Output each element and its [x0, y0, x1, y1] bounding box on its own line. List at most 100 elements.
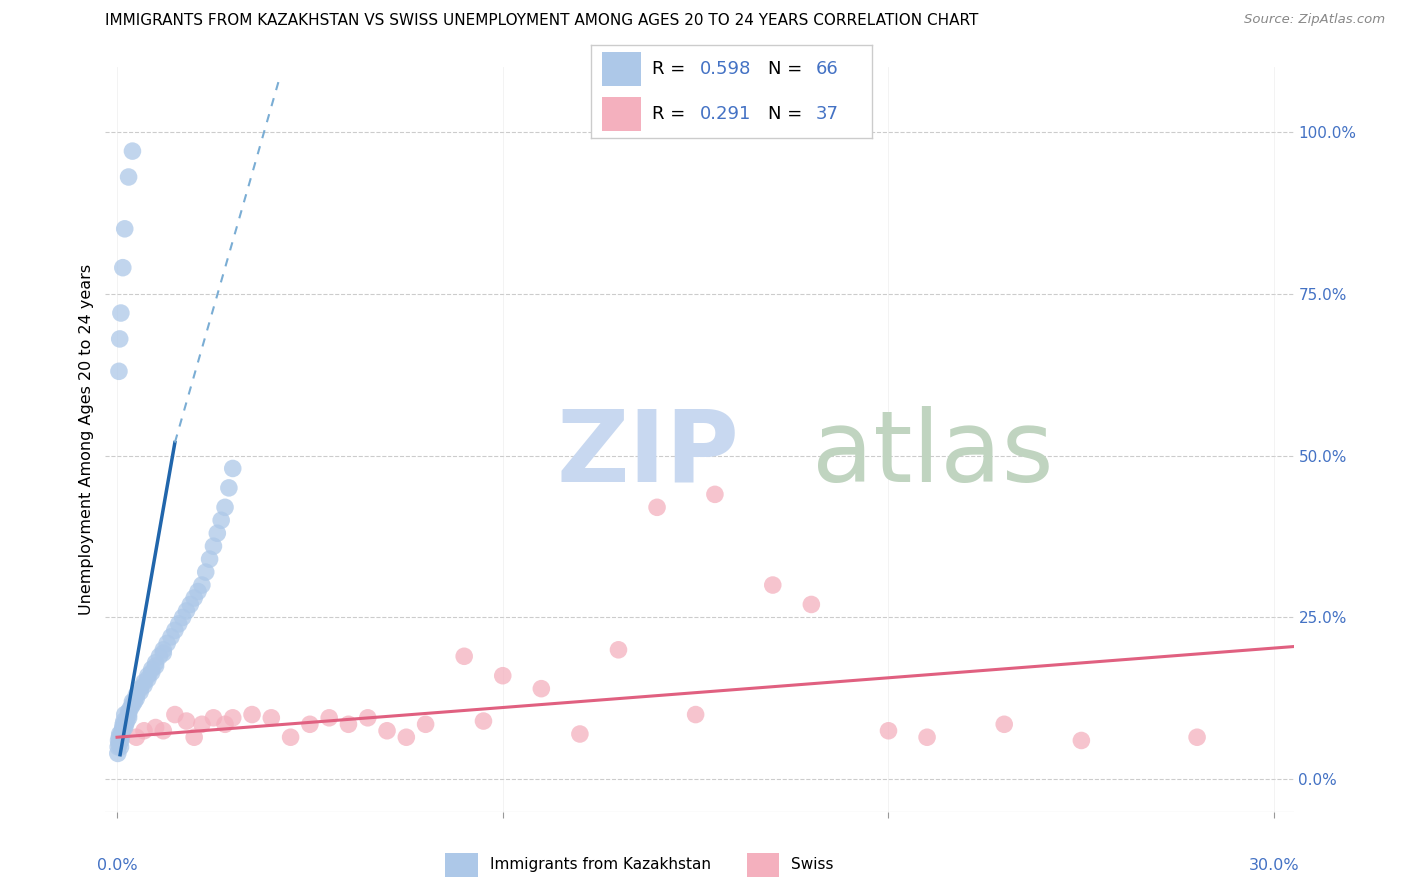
- Point: [357, 711, 380, 725]
- Text: N =: N =: [768, 105, 807, 123]
- Point: [114, 222, 136, 236]
- Point: [114, 717, 136, 731]
- Point: [492, 669, 515, 683]
- Point: [214, 717, 236, 731]
- Point: [172, 610, 194, 624]
- Point: [136, 672, 159, 686]
- Point: [453, 649, 475, 664]
- Point: [568, 727, 591, 741]
- Point: [121, 144, 143, 158]
- Point: [156, 636, 179, 650]
- Point: [152, 723, 174, 738]
- Point: [108, 727, 131, 741]
- Point: [800, 598, 823, 612]
- Text: R =: R =: [652, 60, 692, 78]
- Point: [121, 695, 143, 709]
- Point: [152, 646, 174, 660]
- Text: Swiss: Swiss: [790, 857, 834, 872]
- Point: [111, 727, 134, 741]
- Text: 0.598: 0.598: [700, 60, 752, 78]
- Point: [191, 578, 214, 592]
- Point: [222, 711, 245, 725]
- Point: [318, 711, 340, 725]
- Text: 0.0%: 0.0%: [97, 858, 138, 873]
- Point: [117, 704, 139, 718]
- Point: [110, 733, 132, 747]
- Point: [108, 332, 131, 346]
- Point: [136, 669, 159, 683]
- Point: [117, 169, 139, 184]
- Point: [108, 364, 131, 378]
- Point: [194, 565, 217, 579]
- Point: [337, 717, 360, 731]
- Point: [114, 721, 136, 735]
- Point: [132, 678, 155, 692]
- Point: [993, 717, 1015, 731]
- Point: [762, 578, 785, 592]
- Point: [117, 707, 139, 722]
- Point: [145, 656, 167, 670]
- FancyBboxPatch shape: [602, 97, 641, 131]
- Text: 37: 37: [815, 105, 838, 123]
- Point: [110, 739, 132, 754]
- Point: [218, 481, 240, 495]
- Point: [645, 500, 668, 515]
- Point: [125, 691, 148, 706]
- Text: ZIP: ZIP: [557, 406, 740, 503]
- Point: [141, 662, 163, 676]
- Point: [915, 730, 938, 744]
- Text: IMMIGRANTS FROM KAZAKHSTAN VS SWISS UNEMPLOYMENT AMONG AGES 20 TO 24 YEARS CORRE: IMMIGRANTS FROM KAZAKHSTAN VS SWISS UNEM…: [105, 13, 979, 29]
- Point: [191, 717, 214, 731]
- Text: N =: N =: [768, 60, 807, 78]
- Point: [124, 695, 146, 709]
- Point: [415, 717, 437, 731]
- Point: [114, 707, 136, 722]
- FancyBboxPatch shape: [747, 853, 779, 877]
- Point: [115, 714, 138, 728]
- Point: [125, 730, 148, 744]
- Point: [120, 701, 142, 715]
- Text: R =: R =: [652, 105, 692, 123]
- Point: [117, 711, 139, 725]
- Text: Source: ZipAtlas.com: Source: ZipAtlas.com: [1244, 13, 1385, 27]
- Point: [107, 747, 129, 761]
- Point: [112, 717, 135, 731]
- Point: [202, 539, 225, 553]
- Y-axis label: Unemployment Among Ages 20 to 24 years: Unemployment Among Ages 20 to 24 years: [79, 264, 94, 615]
- Point: [108, 730, 131, 744]
- Point: [111, 260, 134, 275]
- Text: 0.291: 0.291: [700, 105, 752, 123]
- Point: [108, 737, 131, 751]
- Point: [685, 707, 707, 722]
- Point: [877, 723, 900, 738]
- Point: [183, 591, 205, 605]
- Point: [129, 685, 152, 699]
- Point: [163, 624, 186, 638]
- Text: atlas: atlas: [813, 406, 1054, 503]
- Point: [703, 487, 725, 501]
- Point: [145, 659, 167, 673]
- Point: [160, 630, 183, 644]
- Point: [111, 723, 134, 738]
- Point: [179, 598, 201, 612]
- Point: [209, 513, 232, 527]
- FancyBboxPatch shape: [446, 853, 478, 877]
- Point: [111, 721, 134, 735]
- Point: [129, 681, 152, 696]
- Point: [375, 723, 398, 738]
- Point: [260, 711, 283, 725]
- Point: [202, 711, 225, 725]
- Point: [395, 730, 418, 744]
- Point: [148, 649, 170, 664]
- Point: [472, 714, 495, 728]
- Point: [198, 552, 221, 566]
- FancyBboxPatch shape: [602, 52, 641, 86]
- Point: [110, 306, 132, 320]
- Point: [121, 698, 143, 712]
- Point: [163, 707, 186, 722]
- Text: Immigrants from Kazakhstan: Immigrants from Kazakhstan: [489, 857, 710, 872]
- Point: [187, 584, 209, 599]
- Point: [132, 723, 155, 738]
- Point: [108, 733, 131, 747]
- Point: [107, 739, 129, 754]
